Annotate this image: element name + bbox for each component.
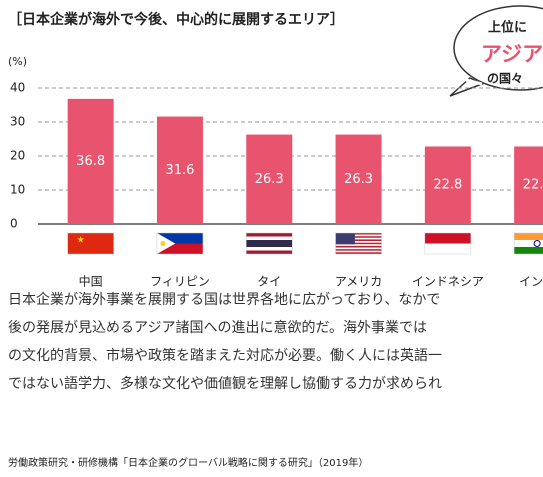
value-label: 36.8 [76, 154, 105, 169]
flag-part [246, 233, 293, 237]
flag-part [246, 240, 293, 247]
flag-part [67, 233, 114, 254]
flag: ★ [67, 232, 114, 255]
bar [424, 146, 471, 224]
x-tick-label: タイ [257, 275, 281, 289]
callout-join [465, 78, 483, 86]
y-tick-label: 30 [10, 115, 25, 129]
flag [335, 232, 382, 255]
flag-part [335, 234, 382, 237]
flag-part [335, 241, 382, 243]
flag-part [335, 247, 382, 250]
flag-border [156, 232, 204, 255]
y-tick-label: 20 [10, 149, 25, 163]
body-line: 日本企業が海外事業を展開する国は世界各地に広がっており、なかで [8, 291, 440, 308]
value-label: 31.6 [165, 163, 194, 178]
bar [67, 98, 114, 224]
flag [424, 232, 472, 255]
callout: 上位に アジア の国々 [449, 5, 543, 97]
flag-part [335, 244, 382, 246]
flag [156, 232, 204, 255]
flag-part [335, 236, 382, 238]
value-label: 26.3 [344, 172, 373, 187]
flag-border [424, 232, 472, 255]
chart-title: ［日本企業が海外で今後、中心的に展開するエリア］ [8, 11, 344, 28]
flag-part [335, 237, 382, 240]
flag-star: ★ [77, 236, 85, 246]
y-axis-label: (%) [8, 55, 27, 68]
bar [156, 116, 203, 224]
flag-part [424, 233, 471, 244]
flag-part [533, 240, 541, 247]
flag-part [246, 236, 293, 240]
x-tick-label: アメリカ [335, 275, 382, 289]
flag-part [335, 233, 355, 245]
value-label: 22.8 [433, 178, 462, 193]
body-text: 日本企業が海外事業を展開する国は世界各地に広がっており、なかで後の発展が見込める… [8, 291, 442, 392]
body-line: 後の発展が見込めるアジア諸国への進出に意欲的だ。海外事業では [8, 319, 427, 336]
flag-part [514, 240, 543, 247]
body-line: ではない語学力、多様な文化や価値観を理解し協働する力が求められ [8, 375, 442, 392]
flag [513, 232, 543, 255]
callout-text: 上位に [488, 20, 527, 36]
bar [335, 134, 382, 224]
callout-text: の国々 [487, 72, 523, 86]
y-tick-label: 10 [10, 183, 25, 197]
flag-part [156, 233, 176, 254]
flag-part [514, 247, 543, 254]
flag-border [67, 232, 114, 255]
flag-part [156, 243, 203, 254]
flag-part [335, 250, 382, 253]
flag-part [335, 245, 382, 248]
flag-border [335, 232, 382, 255]
flag-part [514, 233, 543, 240]
bar [514, 146, 543, 224]
flag-part [160, 241, 166, 246]
y-tick-label: 40 [10, 81, 25, 95]
callout-text: アジア [481, 42, 543, 66]
flag-part [335, 249, 382, 251]
value-label: 22.8 [523, 178, 543, 193]
flag-part [335, 242, 382, 245]
flag-border [513, 232, 543, 255]
flag-part [335, 239, 382, 242]
flag-part [246, 250, 293, 254]
x-tick-label: フィリピン [150, 275, 210, 289]
source: 労働政策研究・研修機構「日本企業のグローバル戦略に関する研究」（2019年） [8, 456, 368, 469]
body-line: の文化的背景、市場や政策を踏まえた対応が必要。働く人には英語一 [8, 347, 442, 364]
y-tick-label: 0 [10, 217, 18, 231]
flag [246, 232, 293, 255]
callout-bubble [453, 5, 543, 91]
flag-part [335, 252, 382, 254]
flag-part [424, 243, 471, 254]
flag-border [246, 232, 293, 255]
x-tick-label: インド [519, 275, 543, 289]
flag-part [246, 247, 293, 251]
bar [246, 134, 293, 224]
flag-part [335, 233, 382, 235]
x-tick-label: インドネシア [412, 275, 484, 289]
value-label: 26.3 [255, 172, 284, 187]
flag-part [156, 233, 203, 244]
x-tick-label: 中国 [79, 274, 103, 289]
